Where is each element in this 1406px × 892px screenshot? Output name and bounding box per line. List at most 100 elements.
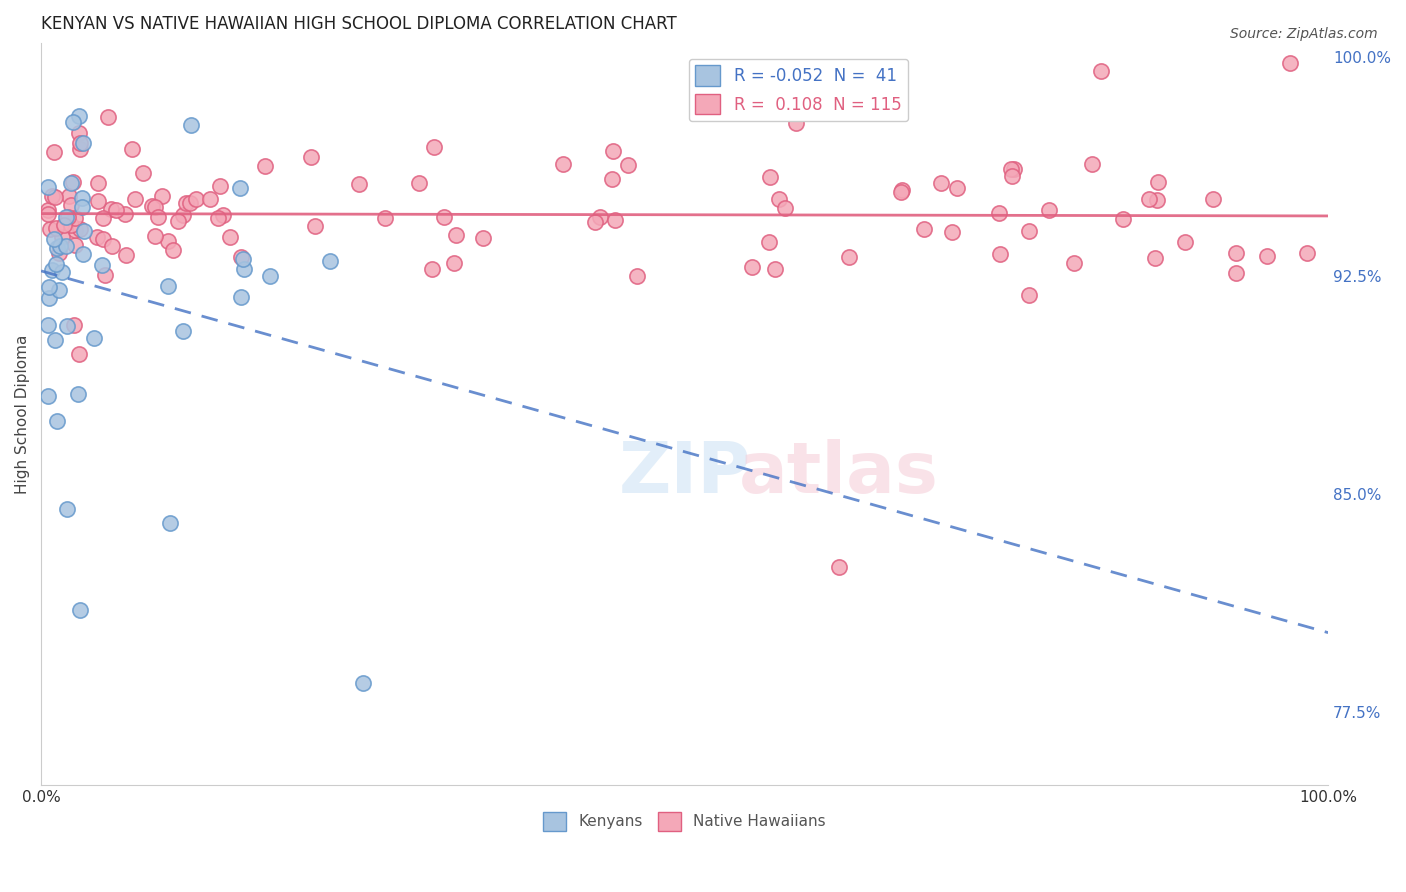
Point [1278,56,1301,70]
Point [44,333,66,347]
Point [423,140,446,154]
Point [912,222,935,236]
Point [69,221,91,235]
Text: Source: ZipAtlas.com: Source: ZipAtlas.com [1230,27,1378,41]
Point [62,175,84,189]
Point [1144,251,1167,265]
Point [148,211,170,225]
Point [174,196,197,211]
Point [785,116,807,130]
Point [69,136,91,150]
Point [1296,245,1319,260]
Point [232,262,254,277]
Point [70,191,93,205]
Point [45,221,67,235]
Point [299,150,322,164]
Point [1146,193,1168,207]
Point [180,118,202,132]
Legend: Kenyans, Native Hawaiians: Kenyans, Native Hawaiians [537,806,832,837]
Point [62,318,84,332]
Point [69,109,91,123]
Point [212,208,235,222]
Point [159,516,181,530]
Point [104,202,127,217]
Point [433,211,456,225]
Point [42,232,65,246]
Point [219,229,242,244]
Point [941,225,963,239]
Point [551,157,574,171]
Point [1090,64,1112,78]
Point [69,142,91,156]
Point [62,115,84,129]
Point [73,224,96,238]
Point [91,258,114,272]
Point [408,176,430,190]
Point [56,318,79,333]
Point [838,250,860,264]
Point [97,110,120,124]
Point [37,180,59,194]
Point [91,211,114,226]
Point [83,331,105,345]
Point [48,246,70,260]
Point [347,178,370,192]
Point [67,387,90,401]
Point [143,200,166,214]
Point [67,126,90,140]
Point [41,263,63,277]
Point [179,196,201,211]
Point [37,203,59,218]
Point [72,200,94,214]
Point [115,248,138,262]
Point [589,211,612,225]
Point [775,201,797,215]
Y-axis label: High School Diploma: High School Diploma [15,334,30,493]
Text: ZIP: ZIP [619,439,751,508]
Point [1225,246,1247,260]
Point [48,284,70,298]
Point [1000,162,1022,177]
Point [121,142,143,156]
Point [207,211,229,226]
Point [1137,192,1160,206]
Point [1202,193,1225,207]
Point [38,291,60,305]
Point [420,261,443,276]
Point [1256,249,1278,263]
Point [259,268,281,283]
Point [141,199,163,213]
Point [988,205,1011,219]
Point [1001,169,1024,183]
Point [229,181,252,195]
Point [72,246,94,260]
Point [53,218,76,232]
Point [51,265,73,279]
Point [758,235,780,250]
Point [60,198,83,212]
Point [91,232,114,246]
Point [374,211,396,226]
Point [51,230,73,244]
Point [65,238,87,252]
Point [42,145,65,160]
Point [229,290,252,304]
Point [48,239,70,253]
Point [1174,235,1197,249]
Point [41,189,63,203]
Point [1081,157,1104,171]
Point [38,222,60,236]
Point [1225,266,1247,280]
Point [86,229,108,244]
Point [63,223,86,237]
Point [166,214,188,228]
Point [890,183,912,197]
Point [143,229,166,244]
Point [768,192,790,206]
Point [988,246,1011,260]
Point [101,239,124,253]
Point [1063,256,1085,270]
Point [828,559,851,574]
Point [37,318,59,332]
Point [58,188,80,202]
